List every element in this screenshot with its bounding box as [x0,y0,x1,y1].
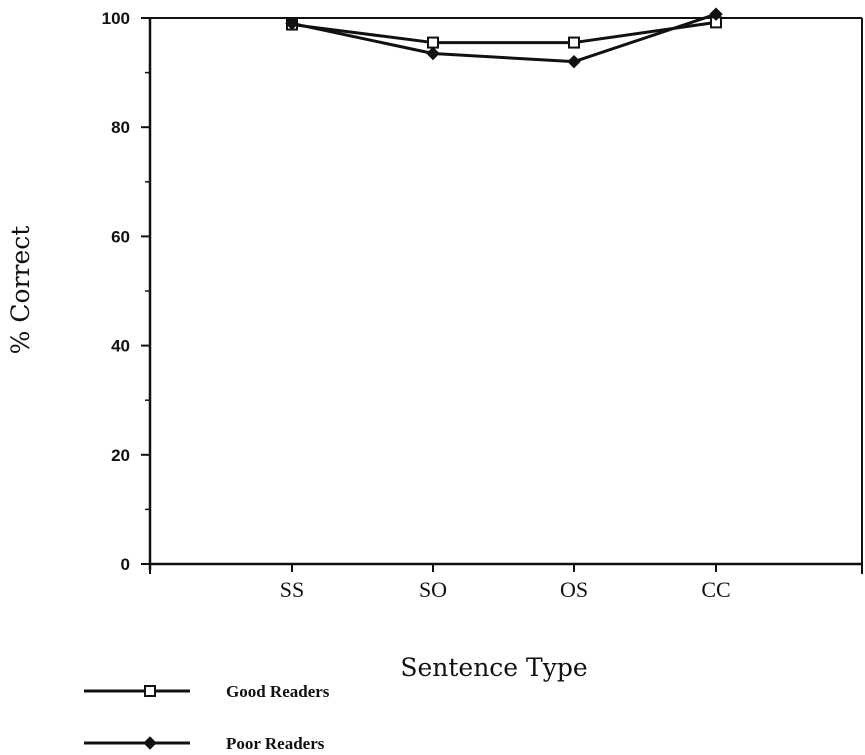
y-tick-label: 80 [111,118,130,137]
y-tick-label: 100 [102,9,130,28]
data-point-square [427,36,439,49]
legend-entry-1: Good Readers [84,682,330,701]
series-2 [285,7,723,69]
y-tick-label: 20 [111,446,130,465]
data-point-diamond [567,54,581,69]
series-line [291,20,717,45]
legend-marker-square [144,685,156,697]
x-tick-label: SS [280,577,304,602]
legend: Good Readers Poor Readers [84,682,330,753]
series-group [285,7,723,69]
data-point-diamond [285,16,299,31]
legend-label: Good Readers [226,682,330,701]
legend-label: Poor Readers [226,734,325,753]
series-line [291,12,717,64]
x-axis-title: Sentence Type [400,653,587,682]
y-axis-ticks: 0 20 40 60 80 100 [102,9,150,574]
series-1 [286,16,722,49]
data-point-diamond [709,7,723,21]
x-tick-label: SO [419,577,447,602]
y-axis-title: % Correct [6,226,35,355]
data-point-square [568,36,580,49]
data-point-diamond [426,46,440,61]
y-tick-label: 40 [111,337,130,356]
x-tick-label: OS [560,577,588,602]
x-axis-ticks: SS SO OS CC [149,564,863,602]
x-tick-label: CC [701,577,730,602]
y-tick-label: 60 [111,227,130,246]
legend-entry-2: Poor Readers [84,734,325,753]
y-tick-label: 0 [121,555,130,574]
axes [148,17,863,570]
legend-marker-diamond [143,736,157,750]
